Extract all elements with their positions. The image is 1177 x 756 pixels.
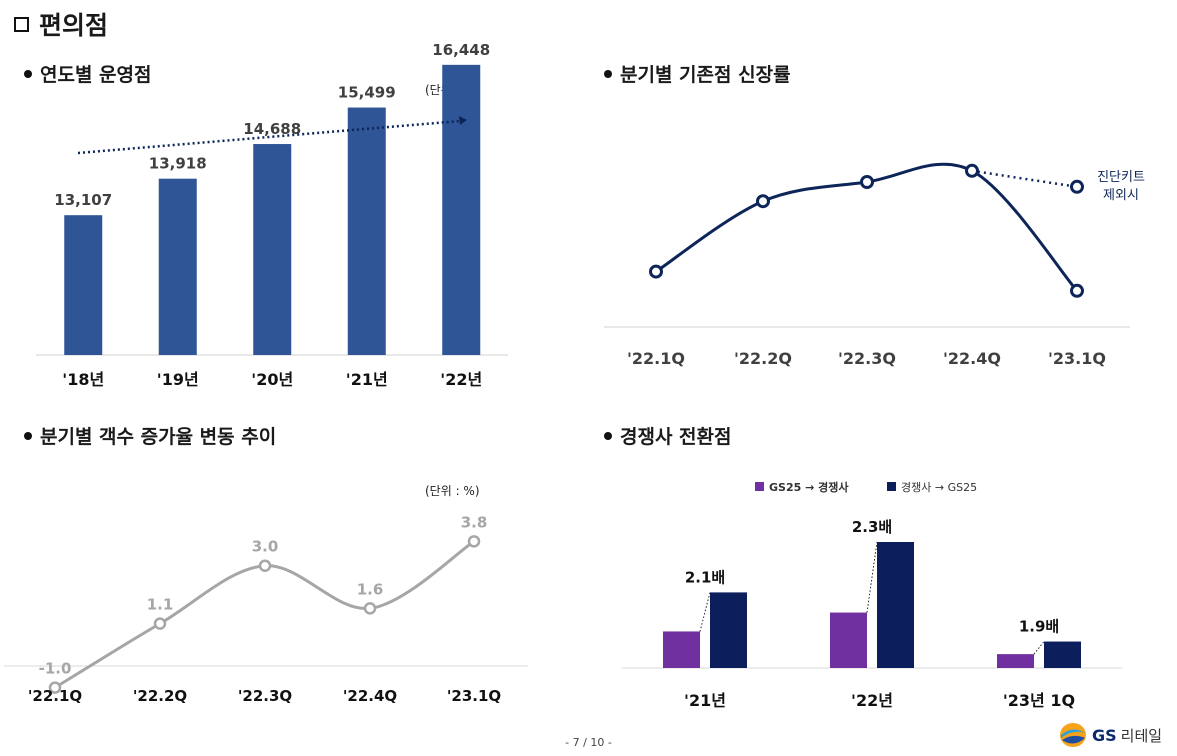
gs-logo-icon — [1060, 723, 1086, 747]
ratio-label-1: 2.3배 — [852, 518, 892, 536]
bar-value-label: 13,918 — [149, 155, 207, 173]
data-point-4 — [467, 535, 481, 548]
excluding-label-line1: 진단키트 — [1097, 170, 1145, 185]
bar-gs25-to-competitor-0 — [663, 631, 700, 668]
data-point-0 — [48, 681, 62, 694]
data-point-2 — [860, 175, 874, 189]
legend-label-1: 경쟁사 → GS25 — [901, 481, 977, 494]
page-number: - 7 / 10 - — [565, 736, 612, 749]
x-tick-label: '22.3Q — [838, 349, 896, 368]
bullet-icon — [24, 69, 32, 78]
bar-competitor-to-gs25-2 — [1044, 641, 1081, 668]
x-tick-label: '22년 — [440, 370, 482, 389]
data-point-0 — [649, 264, 663, 279]
x-tick-label: '23.1Q — [1048, 349, 1106, 368]
x-tick-label: '21년 — [346, 370, 388, 389]
x-tick-label: '18년 — [62, 370, 104, 389]
x-tick-label: '20년 — [251, 370, 293, 389]
bar-0 — [64, 215, 103, 355]
bar-value-label: 15,499 — [338, 84, 396, 102]
data-point-2 — [258, 559, 272, 572]
data-point-4 — [1070, 283, 1084, 298]
trend-arrow-line — [77, 119, 461, 155]
bullet-icon — [604, 69, 612, 78]
page-title: 편의점 — [14, 6, 108, 42]
data-value-label: 1.6 — [357, 580, 384, 598]
bar-value-label: 13,107 — [54, 191, 112, 209]
page-title-text: 편의점 — [39, 11, 109, 40]
x-tick-label: '22년 — [851, 691, 893, 710]
logo-suffix: 리테일 — [1120, 726, 1163, 745]
bar-3 — [347, 107, 386, 355]
section-title-customer-text: 분기별 객수 증가율 변동 추이 — [40, 426, 277, 448]
section-title-growth-text: 분기별 기존점 신장률 — [620, 64, 791, 86]
x-tick-label: '23년 1Q — [1003, 691, 1075, 710]
bar-2 — [253, 144, 292, 355]
bullet-icon — [24, 431, 32, 440]
x-tick-label: '22.2Q — [133, 687, 187, 705]
section-title-stores: 연도별 운영점 — [24, 60, 152, 87]
x-tick-label: '22.1Q — [627, 349, 685, 368]
section-title-competitor-switch: 경쟁사 전환점 — [604, 422, 732, 449]
ratio-label-2: 1.9배 — [1019, 618, 1059, 636]
x-tick-label: '21년 — [684, 691, 726, 710]
unit-label-percent: (단위 : %) — [425, 484, 480, 498]
section-title-stores-text: 연도별 운영점 — [40, 64, 152, 86]
excluding-point — [1070, 179, 1084, 194]
logo-brand: GS — [1092, 725, 1117, 745]
excluding-label-line2: 제외시 — [1103, 188, 1139, 203]
legend-swatch-1 — [887, 482, 896, 491]
gs-retail-logo: GS 리테일 — [1058, 721, 1162, 749]
data-value-label: 1.1 — [147, 596, 174, 614]
checkbox-square-icon — [14, 16, 29, 32]
legend-label-0: GS25 → 경쟁사 — [769, 480, 849, 494]
bar-1 — [158, 178, 197, 355]
ratio-connector-0 — [699, 592, 711, 632]
x-tick-label: '22.1Q — [28, 687, 82, 705]
data-point-1 — [756, 194, 770, 209]
section-title-customer-growth: 분기별 객수 증가율 변동 추이 — [24, 422, 276, 449]
x-tick-label: '22.4Q — [943, 349, 1001, 368]
data-value-label: 3.8 — [461, 513, 488, 531]
bar-gs25-to-competitor-1 — [830, 612, 867, 668]
data-point-3 — [363, 602, 377, 615]
bar-value-label: 16,448 — [432, 41, 490, 59]
x-tick-label: '22.4Q — [343, 687, 397, 705]
section-title-competitor-text: 경쟁사 전환점 — [620, 426, 732, 448]
data-point-3 — [965, 163, 979, 178]
data-point-1 — [153, 617, 167, 630]
ratio-connector-2 — [1033, 641, 1045, 655]
bar-value-label: 14,688 — [243, 120, 301, 138]
x-tick-label: '22.3Q — [238, 687, 292, 705]
legend-swatch-0 — [755, 482, 764, 491]
bar-competitor-to-gs25-0 — [710, 592, 747, 668]
data-value-label: -1.0 — [39, 660, 72, 678]
x-tick-label: '19년 — [157, 370, 199, 389]
bar-4 — [442, 64, 481, 355]
ratio-label-0: 2.1배 — [685, 568, 725, 586]
x-tick-label: '23.1Q — [447, 687, 501, 705]
bar-gs25-to-competitor-2 — [997, 654, 1034, 668]
trend-arrow-head — [459, 116, 467, 125]
bullet-icon — [604, 431, 612, 440]
ratio-connector-1 — [866, 541, 878, 613]
section-title-same-store-growth: 분기별 기존점 신장률 — [604, 60, 791, 87]
x-tick-label: '22.2Q — [734, 349, 792, 368]
data-value-label: 3.0 — [252, 538, 279, 556]
bar-competitor-to-gs25-1 — [877, 542, 914, 668]
